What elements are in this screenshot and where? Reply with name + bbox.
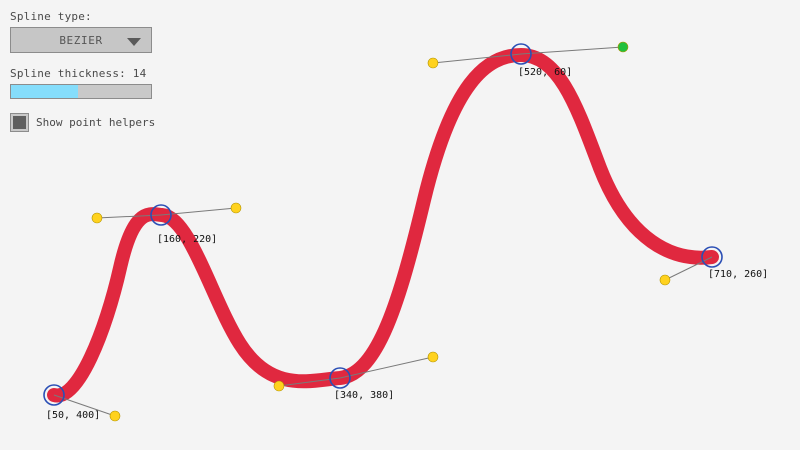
point-coordinate-label: [710, 260] — [708, 269, 768, 280]
spline-thickness-label: Spline thickness: 14 — [10, 67, 147, 80]
control-points-group — [43, 41, 723, 422]
tangent-handle[interactable] — [273, 380, 285, 392]
anchor-point[interactable] — [43, 384, 65, 406]
point-coordinate-label: [50, 400] — [46, 410, 100, 421]
point-coordinate-label: [520, 60] — [518, 67, 572, 78]
spline-curve-group — [47, 48, 719, 403]
tangent-handle[interactable] — [230, 202, 242, 214]
spline-curve[interactable] — [47, 48, 719, 403]
tangent-handle[interactable] — [109, 410, 121, 422]
checkbox-check-icon — [13, 116, 26, 129]
spline-type-value: BEZIER — [59, 33, 103, 47]
anchor-point[interactable] — [510, 43, 532, 65]
tangent-handle[interactable] — [427, 351, 439, 363]
tangent-handle[interactable] — [427, 57, 439, 69]
tangent-line — [664, 256, 713, 281]
tangent-line — [432, 53, 522, 64]
slider-fill — [11, 85, 79, 98]
show-point-helpers-row[interactable]: Show point helpers — [10, 113, 160, 132]
show-point-helpers-label: Show point helpers — [36, 116, 156, 129]
point-labels-group: [50, 400] [160, 220] [340, 380] [520, 60] [7… — [46, 67, 768, 421]
anchor-point[interactable] — [329, 367, 351, 389]
anchor-point[interactable] — [701, 246, 723, 268]
spline-type-label: Spline type: — [10, 10, 92, 23]
show-point-helpers-checkbox[interactable] — [10, 113, 29, 132]
spline-thickness-slider[interactable] — [10, 84, 152, 99]
point-coordinate-label: [340, 380] — [334, 390, 394, 401]
tangent-line — [339, 356, 434, 379]
tangent-handle[interactable] — [91, 212, 103, 224]
tangent-line — [520, 46, 624, 55]
chevron-down-icon — [127, 38, 141, 46]
tangent-handle[interactable] — [659, 274, 671, 286]
control-panel: Spline type: BEZIER Spline thickness: 14… — [10, 10, 160, 132]
point-coordinate-label: [160, 220] — [157, 234, 217, 245]
tangent-line — [160, 207, 237, 216]
tangent-handle[interactable] — [617, 41, 629, 53]
anchor-point[interactable] — [150, 204, 172, 226]
spline-type-dropdown[interactable]: BEZIER — [10, 27, 152, 53]
